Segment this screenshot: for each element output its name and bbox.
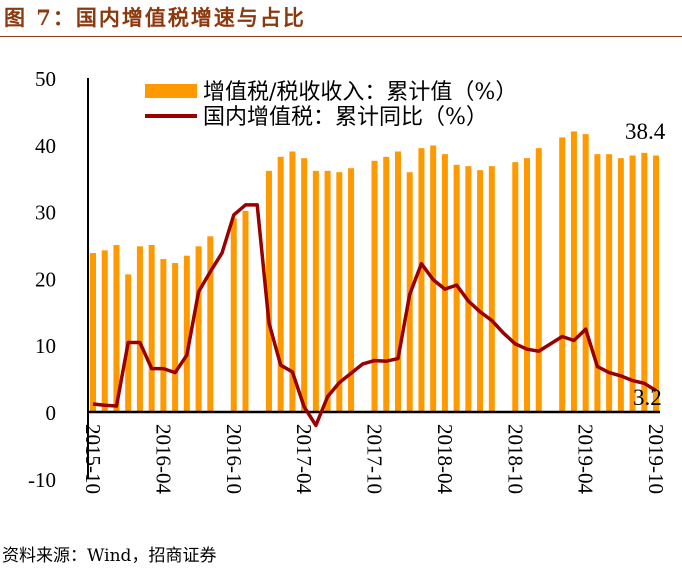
- bar: [606, 154, 613, 413]
- bar: [336, 172, 343, 412]
- source-note: 资料来源：Wind，招商证券: [2, 546, 217, 566]
- bar: [488, 166, 495, 412]
- data-label-last-line: 3.2: [633, 385, 662, 410]
- bar: [160, 259, 167, 412]
- x-tick-label: 2017-10: [363, 424, 387, 494]
- bar: [90, 253, 96, 412]
- bar: [195, 246, 202, 412]
- bar: [453, 164, 460, 412]
- legend-label-bar: 增值税/税收收入：累计值（%）: [203, 80, 517, 105]
- bar: [312, 170, 319, 412]
- bar: [570, 131, 577, 412]
- bar: [394, 151, 401, 413]
- bar: [230, 218, 237, 412]
- y-tick-label: 20: [35, 267, 56, 291]
- bar: [113, 245, 120, 412]
- bar: [172, 263, 179, 412]
- x-tick-label: 2017-04: [292, 424, 316, 494]
- bar: [289, 151, 296, 413]
- x-tick-label: 2016-10: [222, 424, 246, 494]
- y-tick-label: 10: [35, 334, 56, 358]
- bar: [477, 170, 484, 412]
- bar: [348, 168, 355, 412]
- y-tick-label: 30: [35, 201, 56, 225]
- legend-swatch-bar: [145, 84, 197, 98]
- bar: [653, 155, 660, 412]
- bar: [324, 170, 331, 412]
- x-tick-label: 2015-10: [81, 424, 105, 494]
- figure-title: 图 7：国内增值税增速与占比: [4, 5, 306, 30]
- y-tick-label: 50: [35, 67, 56, 91]
- bar: [641, 152, 648, 413]
- bar: [582, 134, 589, 412]
- bar: [559, 137, 566, 412]
- bar: [629, 155, 636, 412]
- bar: [594, 154, 601, 413]
- bar: [371, 160, 378, 412]
- bar: [301, 158, 308, 412]
- bar: [383, 156, 390, 412]
- bar: [524, 158, 531, 412]
- bar: [148, 245, 155, 412]
- y-tick-label: -10: [28, 468, 56, 492]
- bar: [465, 166, 472, 412]
- bar: [277, 156, 284, 412]
- title-divider: [0, 36, 682, 37]
- bar: [101, 250, 108, 412]
- x-tick-label: 2018-10: [503, 424, 527, 494]
- bar: [441, 154, 448, 413]
- legend-label-line: 国内增值税：累计同比（%）: [203, 105, 488, 130]
- x-tick-label: 2019-10: [644, 424, 668, 494]
- bar: [418, 148, 425, 412]
- x-tick-label: 2019-04: [574, 424, 598, 494]
- bar: [183, 255, 190, 412]
- bar: [265, 170, 272, 412]
- legend: 增值税/税收收入：累计值（%） 国内增值税：累计同比（%）: [145, 80, 517, 130]
- bar: [617, 158, 624, 412]
- bar: [512, 162, 519, 412]
- bar: [242, 210, 249, 412]
- y-tick-label: 0: [46, 401, 57, 425]
- bar: [136, 246, 143, 412]
- x-tick-label: 2016-04: [151, 424, 175, 494]
- bar: [535, 148, 542, 412]
- x-tick-label: 2018-04: [433, 424, 457, 494]
- data-label-last-bar: 38.4: [625, 119, 666, 144]
- y-tick-label: 40: [35, 134, 56, 158]
- bar: [207, 236, 214, 412]
